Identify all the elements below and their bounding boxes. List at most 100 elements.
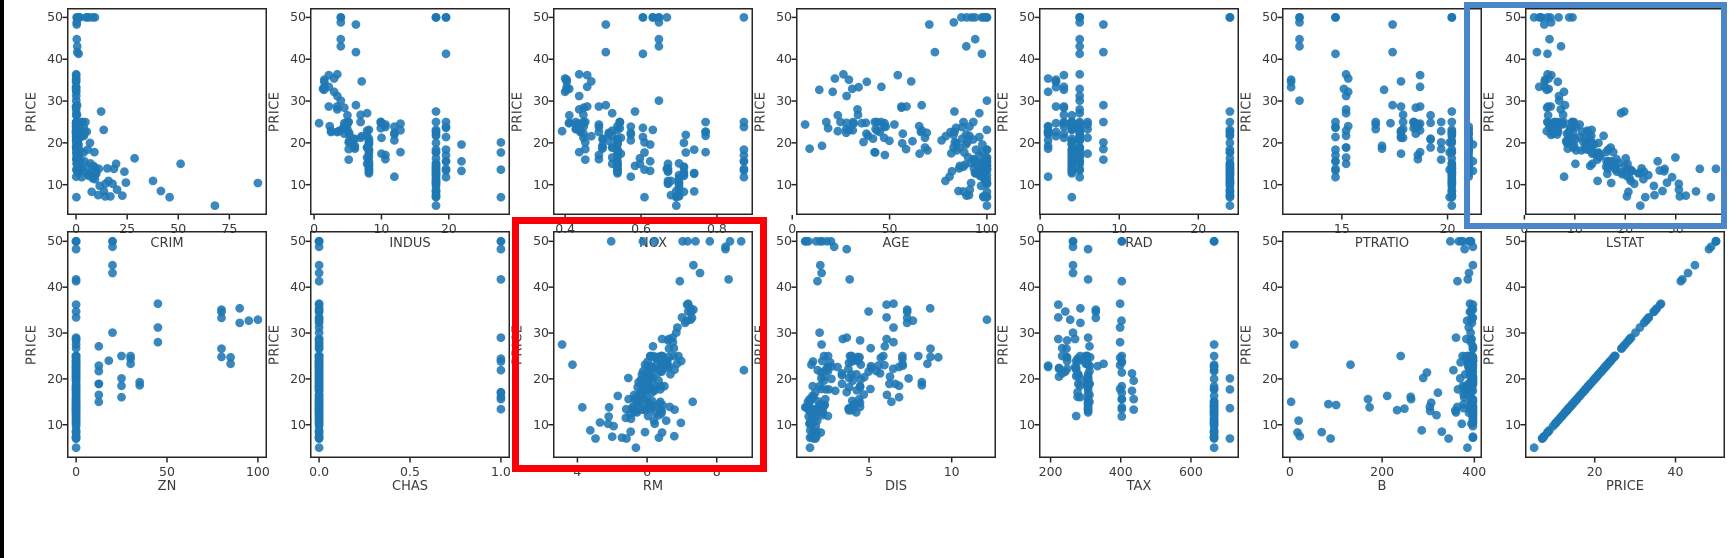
data-point (1341, 131, 1351, 141)
data-point (674, 351, 683, 361)
data-point (640, 138, 649, 147)
data-point (1464, 268, 1474, 278)
data-point (946, 148, 956, 158)
data-point (71, 333, 81, 342)
data-point (1068, 328, 1078, 337)
data-point (332, 69, 342, 79)
data-point (1426, 398, 1436, 408)
data-point (1554, 91, 1564, 101)
data-point (1067, 117, 1077, 127)
data-point (875, 369, 885, 378)
data-point (1067, 156, 1077, 166)
x-axis-label-CRIM: CRIM (150, 236, 184, 251)
plots-row-2: PRICE 10 20 30 40 50 0 50 100 ZN PRICE 10 20 30 40 50 0.… (24, 217, 1729, 494)
data-point (431, 125, 441, 135)
data-point (1388, 20, 1397, 29)
data-point (1059, 103, 1069, 113)
y-tick-label: 40 (776, 279, 792, 295)
data-point (889, 337, 898, 347)
data-point (72, 149, 81, 159)
data-point (640, 165, 649, 175)
data-point (1076, 303, 1085, 313)
data-point (982, 125, 992, 135)
data-point (801, 236, 811, 246)
data-point (705, 236, 715, 246)
data-point (1711, 164, 1721, 174)
data-point (861, 118, 871, 128)
x-tick-label: 0 (788, 221, 797, 236)
plot-border (553, 8, 753, 215)
plot-area-RM: PRICE 10 20 30 40 50 4 6 8 RM (511, 231, 753, 494)
y-tick-label: 30 (1505, 93, 1521, 109)
data-point (1083, 369, 1093, 379)
data-point (1436, 117, 1446, 127)
data-point (1071, 365, 1081, 375)
data-point (880, 150, 890, 160)
data-point (1341, 69, 1351, 79)
data-point (117, 191, 127, 201)
data-point (937, 136, 946, 145)
data-point (1690, 260, 1700, 270)
data-point (959, 148, 969, 157)
subplot-RAD: PRICE 10 20 30 40 50 0 10 20 RAD (996, 8, 1239, 251)
data-point (877, 82, 886, 92)
data-point (339, 103, 349, 113)
data-point (648, 13, 658, 22)
data-point (342, 124, 352, 134)
y-tick-label: 10 (1019, 176, 1035, 192)
data-point (71, 386, 81, 396)
x-axis-label-LSTAT: LSTAT (1605, 236, 1645, 251)
data-point (1057, 351, 1067, 361)
data-point (1392, 405, 1402, 415)
data-point (1099, 144, 1108, 154)
y-tick-label: 50 (776, 233, 792, 249)
data-point (616, 133, 626, 143)
data-point (920, 143, 930, 152)
data-point (1341, 143, 1351, 152)
scatter-canvas-ZN (62, 231, 267, 463)
data-point (1445, 192, 1455, 202)
data-point (1607, 156, 1617, 166)
data-point (885, 379, 894, 389)
data-point (1117, 402, 1127, 412)
data-point (496, 357, 506, 366)
data-point (1365, 402, 1374, 412)
data-point (1388, 100, 1397, 110)
data-point (441, 49, 451, 59)
data-point (1331, 123, 1340, 133)
data-point (108, 328, 117, 337)
data-point (817, 356, 827, 366)
data-point (431, 169, 441, 179)
data-point (564, 110, 574, 120)
data-point (1382, 391, 1392, 401)
data-point (812, 403, 822, 413)
data-point (616, 149, 626, 159)
data-point (643, 411, 653, 421)
data-point (343, 110, 352, 120)
x-tick-label: 4 (573, 464, 582, 479)
data-point (314, 434, 324, 443)
data-point (1621, 153, 1631, 163)
data-point (638, 123, 648, 133)
data-point (350, 144, 360, 154)
x-tick-label: 6 (643, 464, 652, 479)
data-point (1468, 411, 1478, 421)
plot-area-CRIM: PRICE 10 20 30 40 50 0 25 50 75 CRIM (25, 8, 267, 251)
data-point (1324, 399, 1333, 409)
data-point (1083, 124, 1092, 134)
data-point (645, 156, 655, 166)
data-point (574, 147, 584, 157)
data-point (1532, 47, 1542, 57)
y-tick-label: 30 (1505, 325, 1521, 341)
data-point (1059, 117, 1069, 127)
data-point (671, 201, 681, 211)
data-point (390, 172, 399, 182)
data-point (634, 394, 644, 404)
data-point (908, 136, 917, 146)
y-tick-label: 30 (1019, 325, 1035, 341)
plot-area-LSTAT: PRICE 10 20 30 40 50 0 10 20 30 LSTAT (1483, 8, 1725, 251)
data-point (1585, 133, 1594, 143)
y-tick-label: 50 (776, 9, 792, 25)
data-point (890, 120, 899, 129)
data-point (336, 34, 346, 44)
